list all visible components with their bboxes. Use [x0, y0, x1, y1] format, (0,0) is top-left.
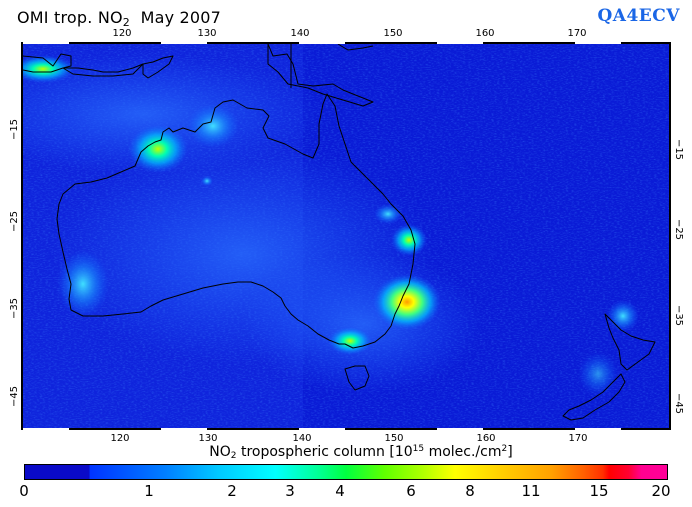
colorbar-tick: 20	[651, 482, 671, 500]
title-subscript: 2	[122, 16, 130, 29]
colorbar-label-sub: 2	[230, 451, 237, 461]
lon-tick-top: 120	[112, 28, 132, 39]
frame-tick	[575, 428, 621, 430]
colorbar-tick: 15	[589, 482, 609, 500]
lat-tick-left: −35	[9, 297, 21, 320]
lon-tick-bottom: 140	[292, 433, 312, 444]
lon-tick-bottom: 120	[110, 433, 130, 444]
lon-tick-bottom: 160	[476, 433, 496, 444]
frame-tick	[23, 428, 69, 430]
brand-logo: QA4ECV	[597, 6, 680, 26]
map-title: OMI trop. NO2 May 2007	[17, 8, 221, 29]
frame-tick	[575, 42, 621, 44]
colorbar-label-exp: 15	[412, 444, 425, 454]
no2-map[interactable]	[21, 42, 671, 430]
colorbar-tick: 3	[285, 482, 295, 500]
colorbar-label-units-exp: 2	[501, 444, 508, 454]
colorbar-tick: 2	[227, 482, 237, 500]
lat-tick-right: −45	[673, 392, 685, 415]
lon-tick-top: 140	[290, 28, 310, 39]
colorbar-tick: 1	[144, 482, 154, 500]
frame-tick	[299, 428, 345, 430]
lon-tick-top: 130	[197, 28, 217, 39]
colorbar-tick: 4	[335, 482, 345, 500]
lat-tick-right: −25	[673, 218, 685, 241]
colorbar-tick: 6	[406, 482, 416, 500]
colorbar-label-units: molec./cm	[424, 444, 502, 460]
lon-tick-bottom: 170	[568, 433, 588, 444]
title-date: May 2007	[140, 8, 222, 27]
lat-tick-left: −15	[9, 118, 21, 141]
colorbar-label-text: NO	[209, 444, 231, 460]
title-text: OMI trop. NO	[17, 8, 123, 27]
lon-tick-top: 160	[475, 28, 495, 39]
colorbar-label-mid: tropospheric column [10	[236, 444, 413, 460]
lon-tick-top: 150	[383, 28, 403, 39]
colorbar-tick: 11	[521, 482, 541, 500]
lat-tick-right: −15	[673, 138, 685, 161]
colorbar-label-close: ]	[507, 444, 513, 460]
lat-tick-left: −25	[9, 210, 21, 233]
frame-tick	[23, 42, 69, 44]
colorbar-tick: 8	[465, 482, 475, 500]
frame-tick	[437, 42, 483, 44]
colorbar	[24, 464, 668, 480]
lat-tick-right: −35	[673, 304, 685, 327]
colorbar-tick: 0	[19, 482, 29, 500]
frame-tick	[161, 42, 207, 44]
frame-tick	[161, 428, 207, 430]
frame-tick	[299, 42, 345, 44]
lon-tick-top: 170	[567, 28, 587, 39]
lon-tick-bottom: 150	[384, 433, 404, 444]
colorbar-label: NO2 tropospheric column [1015 molec./cm2…	[0, 444, 692, 461]
lat-tick-left: −45	[9, 385, 21, 408]
lon-tick-bottom: 130	[198, 433, 218, 444]
frame-tick	[437, 428, 483, 430]
